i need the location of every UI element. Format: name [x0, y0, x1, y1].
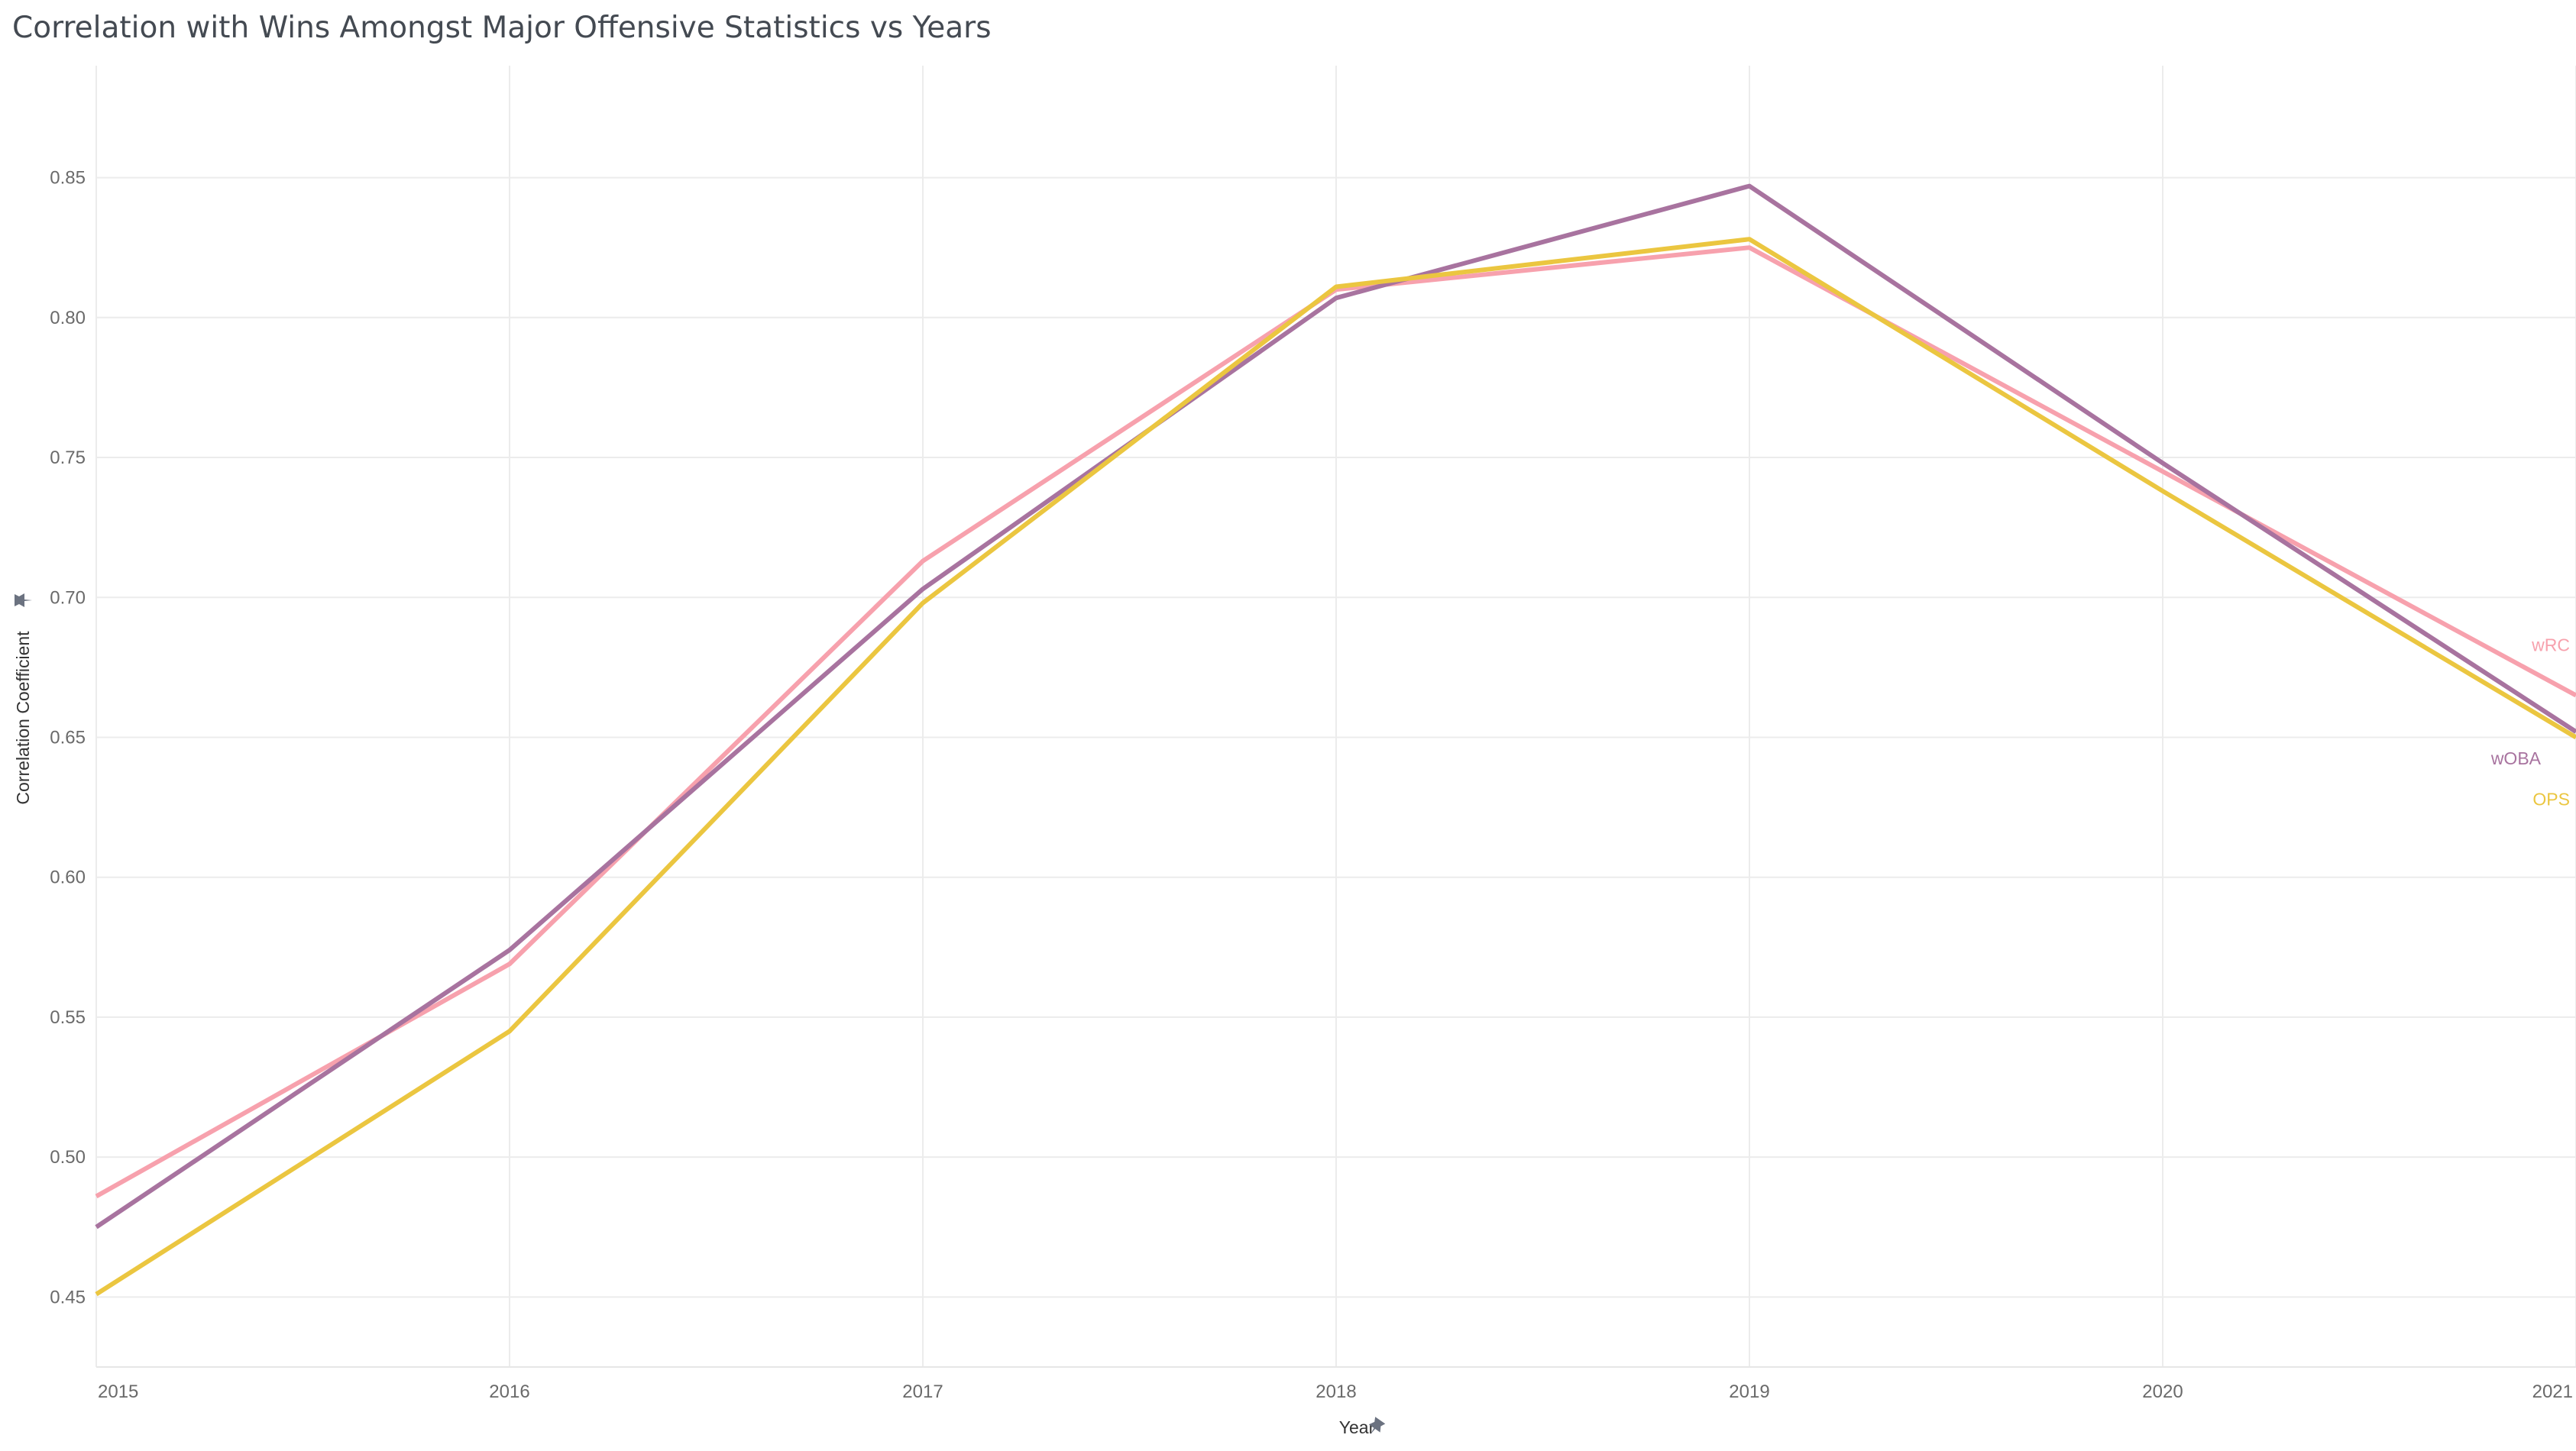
x-tick-label: 2015: [98, 1382, 138, 1402]
y-tick-label: 0.60: [50, 868, 86, 888]
x-axis-ticks: 2015 2016 2017 2018 2019 2020 2021: [98, 1382, 2573, 1402]
series-label-ops: OPS: [2532, 789, 2570, 809]
y-tick-label: 0.75: [50, 448, 86, 468]
pin-icon[interactable]: [15, 593, 32, 607]
x-tick-label: 2020: [2142, 1382, 2183, 1402]
x-tick-label: 2019: [1729, 1382, 1769, 1402]
y-tick-label: 0.55: [50, 1007, 86, 1028]
y-axis-title-group: Correlation Coefficient: [13, 631, 33, 805]
y-tick-label: 0.50: [50, 1147, 86, 1168]
x-tick-label: 2017: [902, 1382, 943, 1402]
pin-icon[interactable]: [1364, 1417, 1386, 1439]
y-axis-ticks: 0.45 0.50 0.55 0.60 0.65 0.70 0.75 0.80 0.85: [50, 168, 86, 1308]
grid: [95, 66, 2576, 1368]
x-tick-label: 2018: [1316, 1382, 1356, 1402]
y-tick-label: 0.65: [50, 727, 86, 748]
series-labels: wRC wOBA OPS: [2490, 635, 2570, 810]
series-lines: [95, 183, 2576, 1297]
y-axis-title: Correlation Coefficient: [13, 631, 33, 805]
x-axis-title: Year: [1339, 1417, 1375, 1437]
x-tick-label: 2016: [489, 1382, 529, 1402]
y-tick-label: 0.70: [50, 587, 86, 608]
y-tick-label: 0.80: [50, 308, 86, 328]
series-line-woba[interactable]: [95, 183, 2576, 1230]
y-tick-label: 0.85: [50, 168, 86, 189]
series-label-wrc: wRC: [2531, 635, 2570, 655]
x-tick-label: 2021: [2532, 1382, 2573, 1402]
y-tick-label: 0.45: [50, 1287, 86, 1307]
series-label-woba: wOBA: [2490, 748, 2542, 768]
series-line-ops[interactable]: [95, 237, 2576, 1297]
chart-title: Correlation with Wins Amongst Major Offe…: [12, 11, 992, 45]
